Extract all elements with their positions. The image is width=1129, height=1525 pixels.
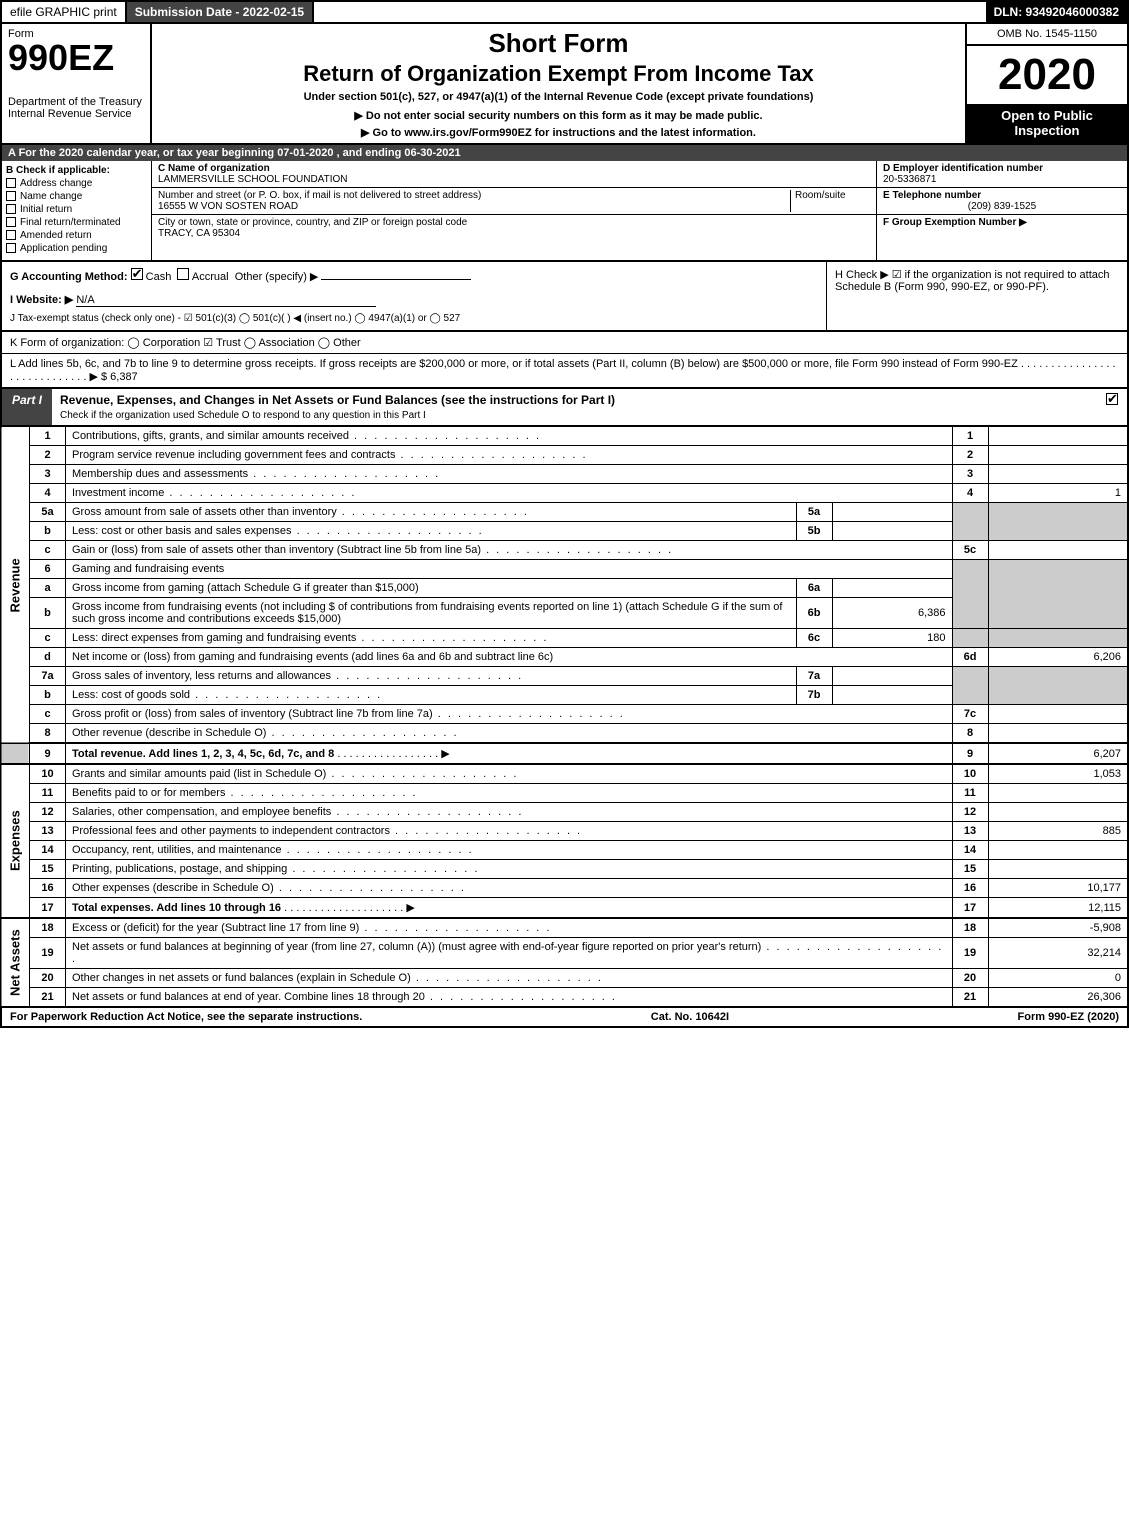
table-row: c Gain or (loss) from sale of assets oth… xyxy=(1,541,1128,560)
short-form: Short Form xyxy=(160,28,957,59)
table-row: 9 Total revenue. Add lines 1, 2, 3, 4, 5… xyxy=(1,743,1128,764)
cb-amended[interactable]: Amended return xyxy=(6,230,147,241)
dln: DLN: 93492046000382 xyxy=(986,2,1127,22)
header-left: Form 990EZ Department of the Treasury In… xyxy=(2,24,152,143)
table-row: c Less: direct expenses from gaming and … xyxy=(1,629,1128,648)
table-row: 12 Salaries, other compensation, and emp… xyxy=(1,803,1128,822)
table-row: c Gross profit or (loss) from sales of i… xyxy=(1,705,1128,724)
netassets-label: Net Assets xyxy=(1,918,30,1007)
ein-value: 20-5336871 xyxy=(883,174,936,185)
accounting-block: G Accounting Method: Cash Accrual Other … xyxy=(0,262,1129,332)
table-row: 14 Occupancy, rent, utilities, and maint… xyxy=(1,841,1128,860)
table-row: 17 Total expenses. Add lines 10 through … xyxy=(1,898,1128,919)
checkbox-column: B Check if applicable: Address change Na… xyxy=(2,161,152,260)
dept-treasury: Department of the Treasury xyxy=(8,96,144,108)
table-row: Expenses 10 Grants and similar amounts p… xyxy=(1,764,1128,784)
schedule-b-check: H Check ▶ ☑ if the organization is not r… xyxy=(827,262,1127,330)
table-row: 16 Other expenses (describe in Schedule … xyxy=(1,879,1128,898)
table-row: 19 Net assets or fund balances at beginn… xyxy=(1,938,1128,969)
cat-number: Cat. No. 10642I xyxy=(362,1011,1017,1023)
cash-checkbox[interactable] xyxy=(131,268,143,280)
cb-name-change[interactable]: Name change xyxy=(6,191,147,202)
form-ref: Form 990-EZ (2020) xyxy=(1018,1011,1119,1023)
expenses-label: Expenses xyxy=(1,764,30,918)
efile-label[interactable]: efile GRAPHIC print xyxy=(2,2,127,22)
omb-number: OMB No. 1545-1150 xyxy=(967,24,1127,46)
accounting-method: G Accounting Method: Cash Accrual Other … xyxy=(2,262,827,330)
form-title: Return of Organization Exempt From Incom… xyxy=(160,61,957,87)
table-row: 2 Program service revenue including gove… xyxy=(1,446,1128,465)
table-row: 3 Membership dues and assessments 3 xyxy=(1,465,1128,484)
group-exemption-row: F Group Exemption Number ▶ xyxy=(877,215,1127,230)
table-row: 15 Printing, publications, postage, and … xyxy=(1,860,1128,879)
check-applicable-label: B Check if applicable: xyxy=(6,165,147,176)
tax-year: 2020 xyxy=(967,46,1127,104)
tax-year-range: A For the 2020 calendar year, or tax yea… xyxy=(0,145,1129,161)
submission-date: Submission Date - 2022-02-15 xyxy=(127,2,314,22)
table-row: 5a Gross amount from sale of assets othe… xyxy=(1,503,1128,522)
cb-pending[interactable]: Application pending xyxy=(6,243,147,254)
table-row: 21 Net assets or fund balances at end of… xyxy=(1,988,1128,1008)
irs-label: Internal Revenue Service xyxy=(8,108,144,120)
org-street: 16555 W VON SOSTEN ROAD xyxy=(158,201,298,212)
phone-value: (209) 839-1525 xyxy=(883,201,1121,212)
public-inspection: Open to Public Inspection xyxy=(967,104,1127,143)
table-row: 6 Gaming and fundraising events xyxy=(1,560,1128,579)
org-details: C Name of organization LAMMERSVILLE SCHO… xyxy=(152,161,877,260)
phone-row: E Telephone number (209) 839-1525 xyxy=(877,188,1127,215)
other-specify-line[interactable] xyxy=(321,279,471,280)
header-right: OMB No. 1545-1150 2020 Open to Public In… xyxy=(967,24,1127,143)
part1-table: Revenue 1 Contributions, gifts, grants, … xyxy=(0,426,1129,1008)
part1-title: Revenue, Expenses, and Changes in Net As… xyxy=(52,389,1097,425)
page-footer: For Paperwork Reduction Act Notice, see … xyxy=(0,1008,1129,1028)
table-row: 11 Benefits paid to or for members 11 xyxy=(1,784,1128,803)
website-value: N/A xyxy=(76,294,376,307)
org-info-block: B Check if applicable: Address change Na… xyxy=(0,161,1129,262)
table-row: d Net income or (loss) from gaming and f… xyxy=(1,648,1128,667)
org-name-row: C Name of organization LAMMERSVILLE SCHO… xyxy=(152,161,876,188)
table-row: 8 Other revenue (describe in Schedule O)… xyxy=(1,724,1128,744)
website-label: I Website: ▶ xyxy=(10,294,73,306)
org-city: TRACY, CA 95304 xyxy=(158,228,240,239)
table-row: Net Assets 18 Excess or (deficit) for th… xyxy=(1,918,1128,938)
org-street-row: Number and street (or P. O. box, if mail… xyxy=(152,188,876,215)
tax-exempt-status: J Tax-exempt status (check only one) - ☑… xyxy=(10,313,818,324)
cb-address-change[interactable]: Address change xyxy=(6,178,147,189)
part1-tag: Part I xyxy=(2,389,52,425)
ein-phone-column: D Employer identification number 20-5336… xyxy=(877,161,1127,260)
form-of-organization: K Form of organization: ◯ Corporation ☑ … xyxy=(0,332,1129,354)
form-subtitle: Under section 501(c), 527, or 4947(a)(1)… xyxy=(160,91,957,103)
org-city-row: City or town, state or province, country… xyxy=(152,215,876,241)
header-mid: Short Form Return of Organization Exempt… xyxy=(152,24,967,143)
ein-row: D Employer identification number 20-5336… xyxy=(877,161,1127,188)
form-number: 990EZ xyxy=(8,40,144,76)
form-header: Form 990EZ Department of the Treasury In… xyxy=(0,24,1129,145)
irs-link[interactable]: ▶ Go to www.irs.gov/Form990EZ for instru… xyxy=(160,126,957,139)
part1-header: Part I Revenue, Expenses, and Changes in… xyxy=(0,389,1129,426)
ssn-note: ▶ Do not enter social security numbers o… xyxy=(160,109,957,122)
cb-final-return[interactable]: Final return/terminated xyxy=(6,217,147,228)
table-row: 4 Investment income 4 1 xyxy=(1,484,1128,503)
table-row: 20 Other changes in net assets or fund b… xyxy=(1,969,1128,988)
top-bar: efile GRAPHIC print Submission Date - 20… xyxy=(0,0,1129,24)
paperwork-notice: For Paperwork Reduction Act Notice, see … xyxy=(10,1011,362,1023)
table-row: 13 Professional fees and other payments … xyxy=(1,822,1128,841)
revenue-label: Revenue xyxy=(1,427,30,744)
cb-initial-return[interactable]: Initial return xyxy=(6,204,147,215)
table-row: Revenue 1 Contributions, gifts, grants, … xyxy=(1,427,1128,446)
part1-checkbox[interactable] xyxy=(1097,389,1127,425)
accrual-checkbox[interactable] xyxy=(177,268,189,280)
gross-receipts-note: L Add lines 5b, 6c, and 7b to line 9 to … xyxy=(0,354,1129,389)
org-name: LAMMERSVILLE SCHOOL FOUNDATION xyxy=(158,174,347,185)
table-row: 7a Gross sales of inventory, less return… xyxy=(1,667,1128,686)
